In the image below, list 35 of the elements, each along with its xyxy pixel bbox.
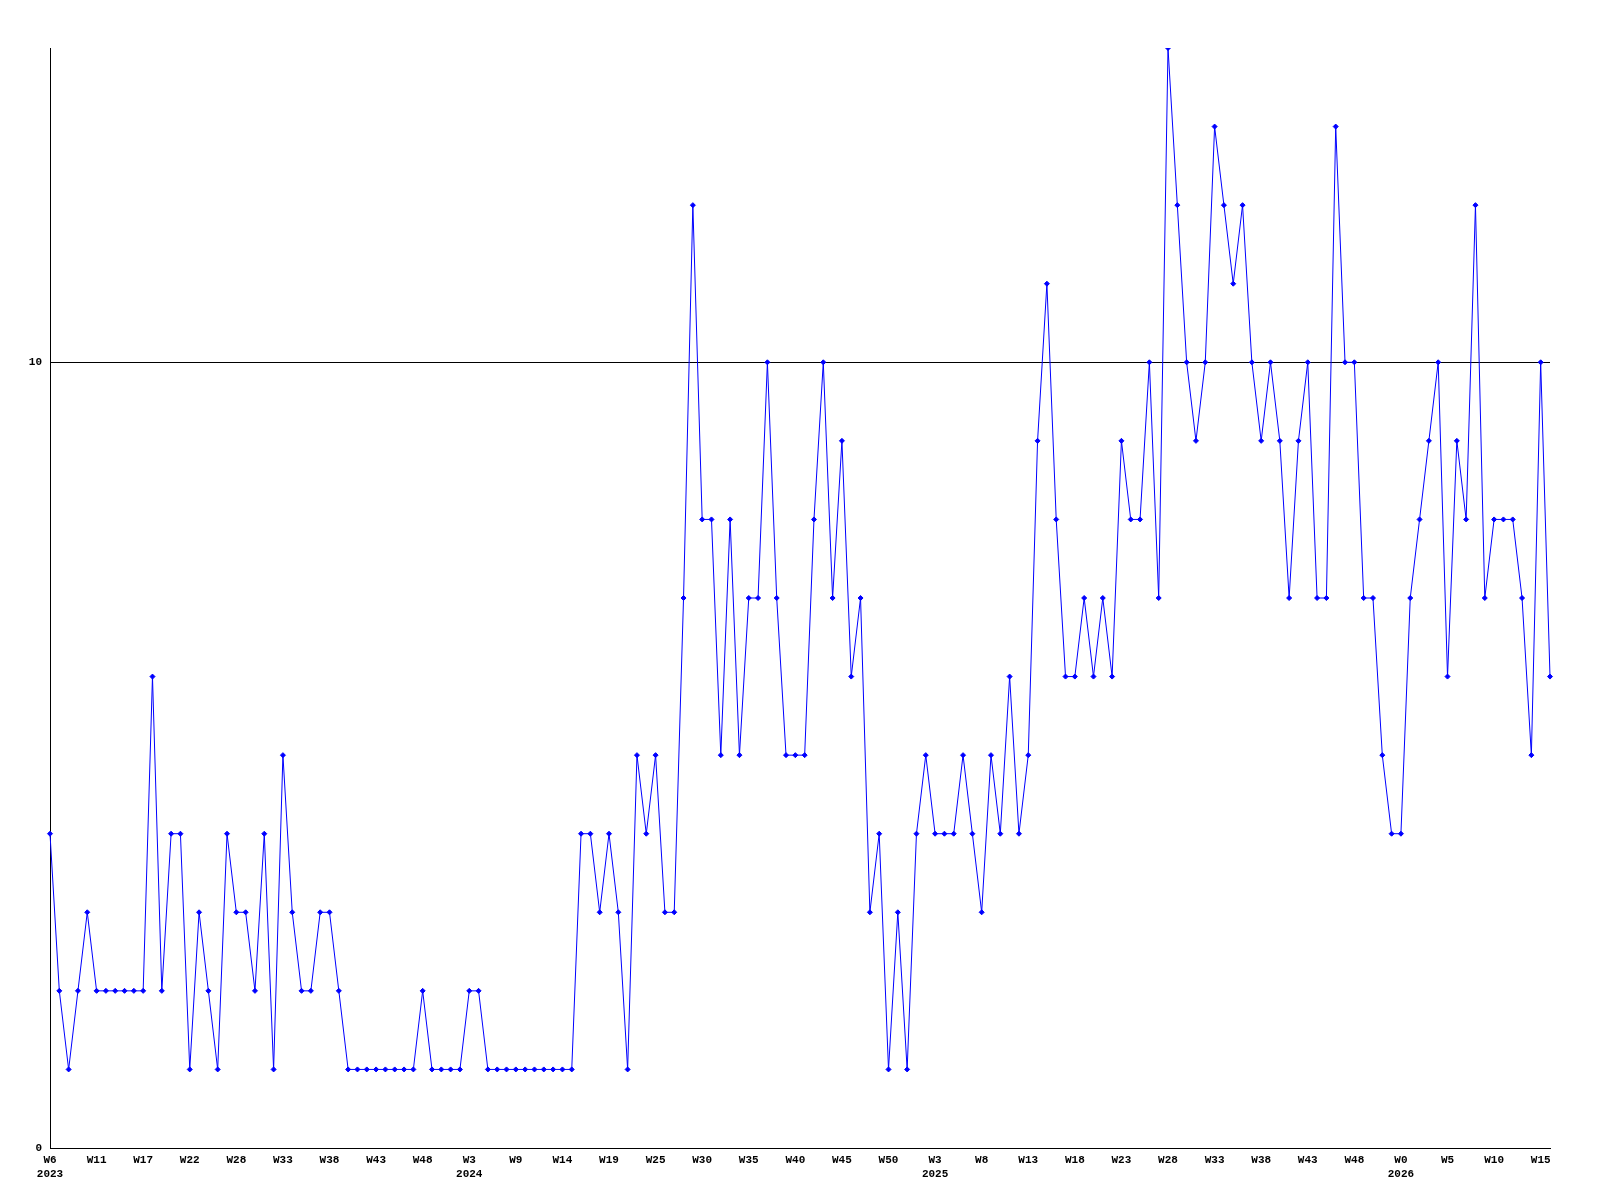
x-tick-label: W22 [179,1154,200,1167]
x-tick-label: W8 [975,1154,989,1167]
x-tick-label: W18 [1064,1154,1086,1167]
x-tick-label: W5 [1440,1154,1455,1167]
x-tick-label: W23 [1111,1154,1132,1167]
x-tick-label: W0 2026 [1387,1154,1415,1180]
x-tick-label: W50 [878,1154,899,1167]
x-tick-label: W14 [552,1154,573,1167]
y-tick-label: 10 [28,356,42,369]
x-tick-label: W43 [1297,1154,1319,1167]
y-tick-label: 0 [35,1141,42,1154]
x-tick-label: W13 [1018,1154,1039,1167]
x-tick-label: W30 [692,1154,713,1167]
x-tick-label: W10 [1484,1154,1505,1167]
x-tick-label: W38 [1251,1154,1272,1167]
x-tick-label: W6 2023 [36,1154,64,1180]
x-tick-label: W33 [273,1154,294,1167]
x-tick-label: W48 [412,1154,433,1167]
x-tick-label: W17 [133,1154,154,1167]
x-tick-label: W15 [1530,1154,1551,1167]
x-tick-label: W35 [738,1154,760,1167]
x-tick-label: W38 [319,1154,340,1167]
x-tick-label: W25 [645,1154,666,1167]
x-tick-label: W40 [785,1154,806,1167]
x-tick-label: W9 [509,1154,523,1167]
x-tick-label: W43 [366,1154,387,1167]
x-tick-label: W45 [832,1154,853,1167]
x-tick-label: W33 [1204,1154,1225,1167]
x-tick-label: W28 [226,1154,247,1167]
x-tick-label: W48 [1344,1154,1365,1167]
x-tick-label: W11 [86,1154,107,1167]
x-tick-label: W28 [1158,1154,1179,1167]
x-tick-label: W3 2024 [456,1154,483,1180]
x-tick-label: W3 2025 [921,1154,949,1180]
x-tick-label: W19 [599,1154,619,1167]
